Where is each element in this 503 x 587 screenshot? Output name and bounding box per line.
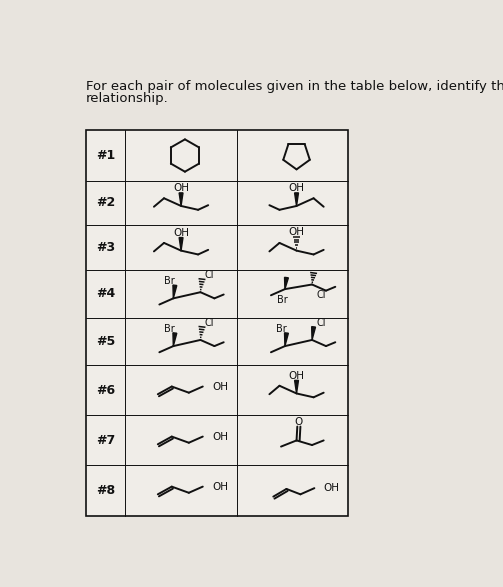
Text: #7: #7 xyxy=(96,434,115,447)
Polygon shape xyxy=(285,333,288,346)
Polygon shape xyxy=(285,277,288,289)
Text: #5: #5 xyxy=(96,335,115,348)
Polygon shape xyxy=(312,326,315,340)
Polygon shape xyxy=(295,193,298,206)
Text: Cl: Cl xyxy=(205,270,214,280)
Text: #2: #2 xyxy=(96,197,115,210)
Text: Br: Br xyxy=(164,324,175,334)
Text: Cl: Cl xyxy=(316,291,326,301)
Text: For each pair of molecules given in the table below, identify the correct: For each pair of molecules given in the … xyxy=(86,80,503,93)
Text: OH: OH xyxy=(289,227,304,237)
Text: OH: OH xyxy=(212,382,228,392)
Bar xyxy=(86,130,348,515)
Text: Br: Br xyxy=(276,324,286,334)
Text: #4: #4 xyxy=(96,287,115,300)
Text: Br: Br xyxy=(164,276,175,286)
Polygon shape xyxy=(179,193,183,206)
Text: OH: OH xyxy=(289,183,304,193)
Text: relationship.: relationship. xyxy=(86,92,169,105)
Text: OH: OH xyxy=(289,371,304,381)
Polygon shape xyxy=(179,238,183,251)
Text: Br: Br xyxy=(277,295,288,305)
Text: #1: #1 xyxy=(96,149,115,162)
Text: OH: OH xyxy=(323,483,340,493)
Text: Cl: Cl xyxy=(205,318,214,328)
Text: O: O xyxy=(294,417,302,427)
Text: Cl: Cl xyxy=(316,318,326,328)
Text: #6: #6 xyxy=(96,384,115,397)
Text: #3: #3 xyxy=(96,241,115,254)
Polygon shape xyxy=(173,285,177,298)
Polygon shape xyxy=(173,333,177,346)
Text: OH: OH xyxy=(212,481,228,492)
Text: #8: #8 xyxy=(96,484,115,497)
Text: OH: OH xyxy=(212,431,228,441)
Text: OH: OH xyxy=(173,183,189,193)
Polygon shape xyxy=(295,380,298,393)
Text: OH: OH xyxy=(173,228,189,238)
